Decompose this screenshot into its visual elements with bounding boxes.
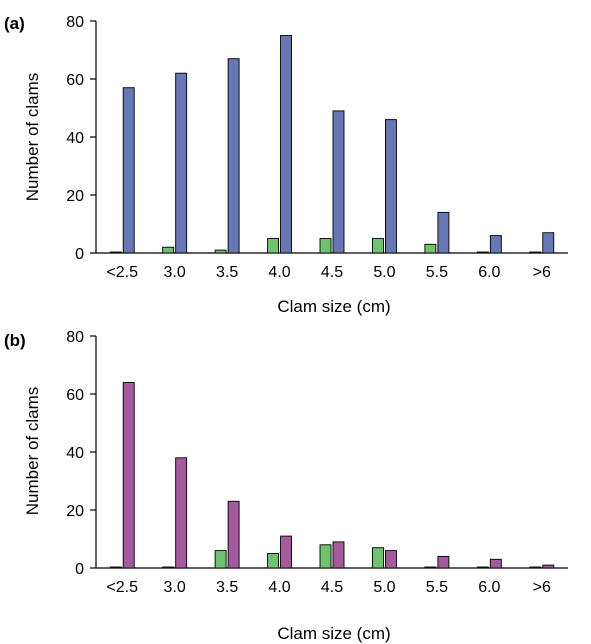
panel-b-bar-series2-1: [175, 457, 188, 569]
panel-b-bar-series2-4: [332, 541, 345, 569]
panel-a-bar-series1-7: [476, 251, 489, 254]
panel-a-x-tick-label: 4.0: [268, 264, 290, 281]
panel-a-bar-series1-4: [319, 238, 332, 254]
panel-a-bar-series2-8: [542, 232, 555, 254]
panel-a-bar-series1-5: [371, 238, 384, 254]
panel-b-y-tick-label: 60: [66, 387, 84, 404]
panel-b-x-tick-label: 6.0: [478, 579, 500, 596]
panel-b-bar-series2-8: [542, 564, 555, 569]
panel-b: (b) Number of clams Clam size (cm) 0 20 40…: [4, 329, 568, 643]
panel-a-bar-series2-0: [122, 87, 135, 254]
panel-a-x-tick-label: 5.5: [426, 264, 448, 281]
panel-b-bar-series1-2: [214, 550, 227, 569]
panel-b-y-axis-title: Number of clams: [23, 387, 42, 515]
panel-a-x-tick-label: 5.0: [373, 264, 395, 281]
panel-a-x-tick-label: >6: [533, 264, 551, 281]
panel-a-x-tick-label: 3.0: [164, 264, 186, 281]
panel-b-x-axis-title: Clam size (cm): [277, 624, 390, 643]
panel-b-bar-series2-2: [227, 500, 240, 569]
panel-b-bar-series2-6: [437, 555, 450, 569]
panel-b-x-tick-label: >6: [533, 579, 551, 596]
panel-b-y-tick-label: 0: [75, 561, 84, 578]
panel-a-bar-series1-2: [214, 249, 227, 254]
panel-a-x-tick-label: 6.0: [478, 264, 500, 281]
panel-b-bar-series1-7: [476, 566, 489, 569]
panel-b-y-tick-label: 20: [66, 503, 84, 520]
panel-b-bar-series1-0: [109, 566, 122, 569]
panel-b-bar-series1-1: [162, 566, 175, 569]
panel-b-x-tick-label: 4.0: [268, 579, 290, 596]
panel-b-bar-series1-4: [319, 544, 332, 569]
panel-b-bar-series2-0: [122, 381, 135, 569]
panel-b-y-tick-label: 40: [66, 445, 84, 462]
panel-a-bar-series2-7: [489, 235, 502, 254]
panel-a: (a) Number of clams Clam size (cm) 0 20 40…: [4, 14, 568, 316]
panel-b-bar-series1-6: [424, 566, 437, 569]
panel-a-bar-series2-5: [384, 119, 397, 254]
panel-b-x-tick-label: 5.0: [373, 579, 395, 596]
panel-b-x-tick-label: 4.5: [321, 579, 343, 596]
panel-b-x-tick-label: <2.5: [106, 579, 138, 596]
panel-a-bar-series1-3: [267, 238, 280, 254]
panel-b-x-tick-label: 5.5: [426, 579, 448, 596]
panel-a-y-tick-label: 40: [66, 130, 84, 147]
panel-a-bar-series2-2: [227, 58, 240, 254]
panel-a-bar-series1-0: [109, 251, 122, 254]
panel-b-bar-series2-5: [384, 550, 397, 569]
panel-a-y-tick-label: 0: [75, 246, 84, 263]
panel-b-bar-series1-8: [529, 566, 542, 569]
panel-a-x-tick-label: 4.5: [321, 264, 343, 281]
panel-a-bar-series2-3: [280, 35, 293, 254]
panel-a-y-tick-label: 80: [66, 14, 84, 31]
panel-a-y-tick-label: 60: [66, 72, 84, 89]
panel-a-label: (a): [4, 14, 25, 33]
panel-b-bar-series2-7: [489, 558, 502, 569]
panel-a-x-axis-title: Clam size (cm): [277, 297, 390, 316]
panel-a-bar-series1-6: [424, 243, 437, 254]
panel-a-x-tick-label: 3.5: [216, 264, 238, 281]
panel-a-x-tick-label: <2.5: [106, 264, 138, 281]
panel-b-label: (b): [4, 331, 26, 350]
panel-b-bar-series2-3: [280, 535, 293, 569]
panel-b-y-tick-label: 80: [66, 329, 84, 346]
panel-a-bar-series2-4: [332, 110, 345, 254]
panel-a-y-axis-title: Number of clams: [23, 73, 42, 201]
panel-b-x-tick-label: 3.5: [216, 579, 238, 596]
panel-b-bar-series1-3: [267, 553, 280, 569]
panel-a-y-tick-label: 20: [66, 188, 84, 205]
panel-a-bar-series1-1: [162, 246, 175, 254]
panel-b-x-tick-label: 3.0: [164, 579, 186, 596]
panel-a-bar-series2-1: [175, 72, 188, 254]
panel-a-bar-series1-8: [529, 251, 542, 254]
panel-b-bar-series1-5: [371, 547, 384, 569]
panel-a-bar-series2-6: [437, 211, 450, 254]
